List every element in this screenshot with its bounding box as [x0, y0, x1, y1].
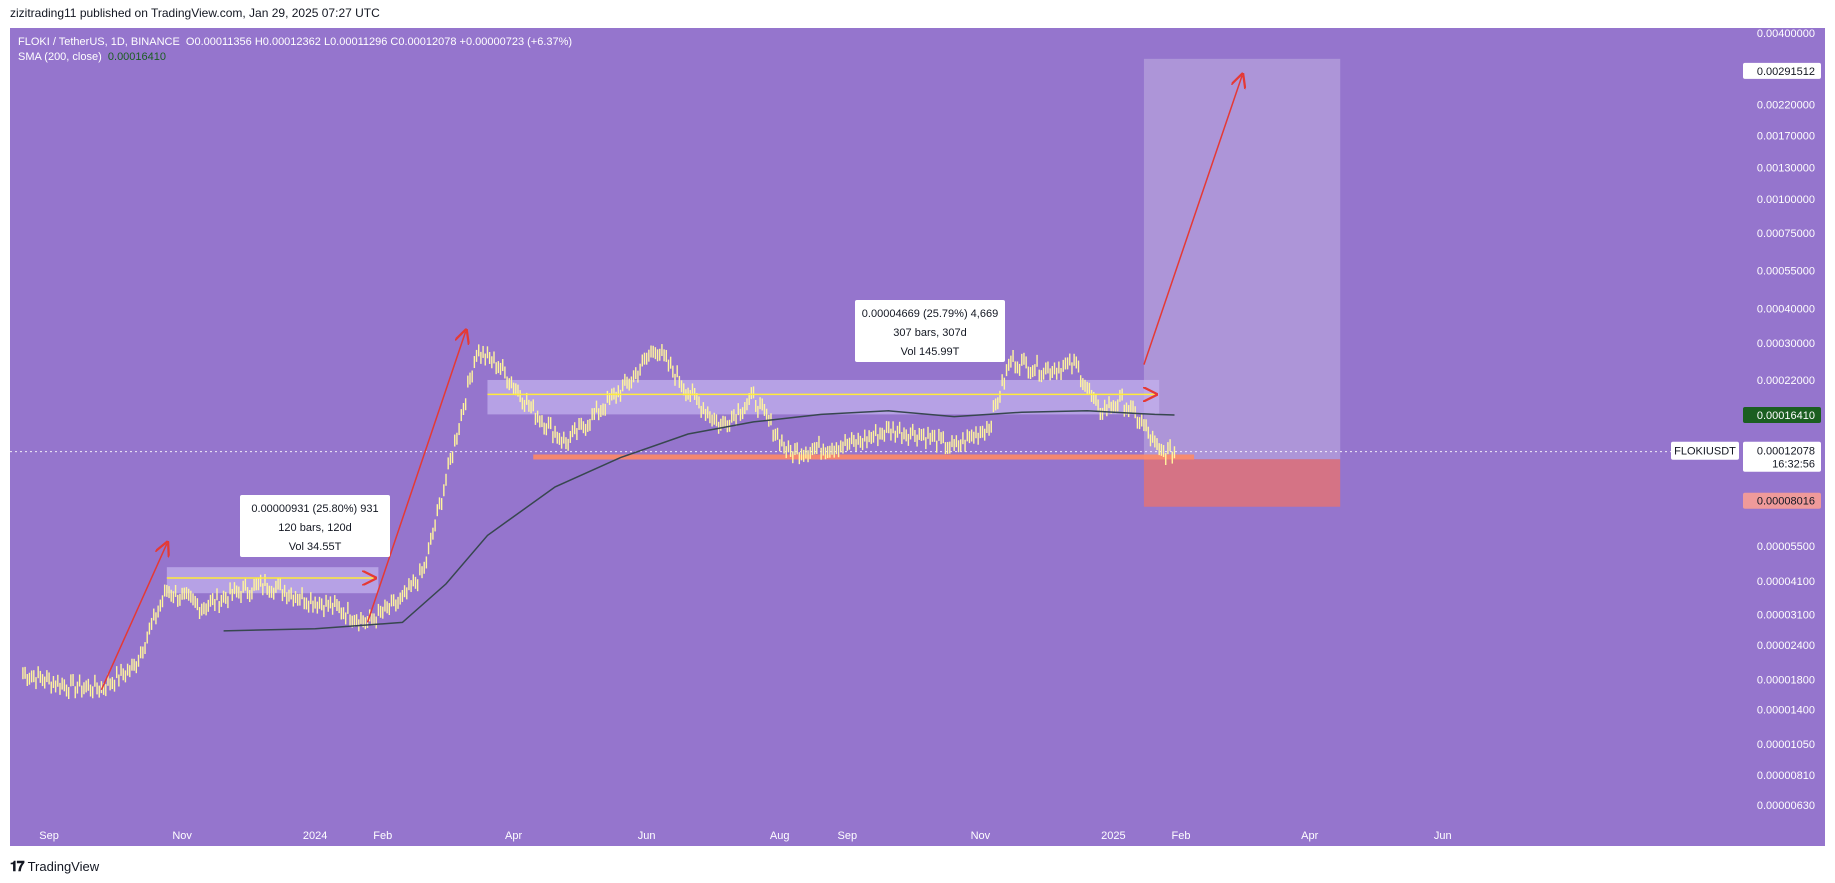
published-header: zizitrading11 published on TradingView.c… [10, 6, 380, 20]
y-tick-label: 0.00000630 [1757, 800, 1815, 812]
symbol-tag-bg [1671, 441, 1739, 460]
y-tick-label: 0.00220000 [1757, 100, 1815, 112]
current-price-bg [1743, 441, 1821, 472]
sma-line [223, 410, 1175, 632]
callout-text: 0.00000931 (25.80%) 931 [251, 503, 378, 515]
red-arrow-3 [1143, 76, 1242, 365]
callout-text: 0.00004669 (25.79%) 4,669 [862, 308, 998, 320]
stop-zone [1143, 459, 1341, 507]
y-tick-label: 0.00005500 [1757, 541, 1815, 553]
x-tick-label: Apr [505, 830, 522, 842]
countdown-text: 16:32:56 [1772, 459, 1815, 471]
target-zone [1143, 58, 1341, 460]
y-tick-label: 0.00004100 [1757, 576, 1815, 588]
candles-layer [22, 344, 1176, 700]
x-axis[interactable]: Sep Nov 2024 Feb Apr Jun Aug Sep Nov 2025 Feb Apr Ju… [39, 830, 1451, 842]
callout-box [240, 495, 390, 557]
y-tick-label: 0.00030000 [1757, 338, 1815, 350]
y-tick-label: 0.00040000 [1757, 303, 1815, 315]
y-axis[interactable]: 0.00400000 0.00220000 0.00170000 0.00130000… [1742, 28, 1825, 846]
sma-price-tag: 0.00016410 [1743, 407, 1821, 424]
callout-text: 307 bars, 307d [893, 327, 966, 339]
stop-price-tag-bg [1743, 492, 1821, 509]
y-tick-label: 0.00100000 [1757, 194, 1815, 206]
sma-price-tag-bg [1743, 407, 1821, 424]
sma-price-tag-text: 0.00016410 [1757, 410, 1815, 422]
x-tick-label: Jun [1434, 830, 1452, 842]
y-tick-label: 0.00001400 [1757, 704, 1815, 716]
red-arrow-2 [366, 331, 465, 623]
x-tick-label: Jun [638, 830, 656, 842]
y-tick-label: 0.00170000 [1757, 130, 1815, 142]
x-tick-label: 2025 [1101, 830, 1125, 842]
ohlc-values: O0.00011356 H0.00012362 L0.00011296 C0.0… [185, 36, 573, 48]
drawings-layer: 0.00000931 (25.80%) 931 120 bars, 120d Vol… [100, 76, 1242, 691]
callout-box [855, 300, 1005, 362]
y-tick-label: 0.00001800 [1757, 674, 1815, 686]
current-price-text: 0.00012078 [1757, 446, 1815, 458]
target-price-tag-text: 0.00291512 [1757, 66, 1815, 78]
x-tick-label: Sep [39, 830, 59, 842]
range-box-1 [166, 567, 379, 594]
red-arrow-1 [100, 544, 166, 691]
y-axis-bg [1742, 28, 1825, 846]
stop-price-tag-text: 0.00008016 [1757, 496, 1815, 508]
y-tick-label: 0.00400000 [1757, 28, 1815, 40]
chart-legend: FLOKI / TetherUS, 1D, BINANCE O0.0001135… [18, 35, 572, 65]
y-tick-label: 0.00130000 [1757, 162, 1815, 174]
callout-text: 120 bars, 120d [278, 522, 351, 534]
callout-text: Vol 34.55T [289, 541, 342, 553]
tradingview-logo[interactable]: 𝟏𝟕 TradingView [10, 858, 99, 875]
target-price-tag: 0.00291512 [1743, 62, 1821, 79]
zones-layer [10, 58, 1740, 594]
y-tick-label: 0.00003100 [1757, 609, 1815, 621]
x-tick-label: Feb [1172, 830, 1191, 842]
stop-price-tag: 0.00008016 [1743, 492, 1821, 509]
x-tick-label: Aug [770, 830, 790, 842]
range-box-2 [487, 379, 1160, 415]
x-tick-label: Nov [172, 830, 192, 842]
x-tick-label: 2024 [303, 830, 327, 842]
sma-value: 0.00016410 [107, 51, 167, 63]
symbol-label[interactable]: FLOKI / TetherUS, 1D, BINANCE [18, 36, 180, 48]
symbol-tag-text: FLOKIUSDT [1674, 446, 1736, 458]
x-tick-label: Sep [838, 830, 858, 842]
y-tick-label: 0.00000810 [1757, 770, 1815, 782]
y-tick-label: 0.00001050 [1757, 739, 1815, 751]
x-tick-label: Nov [971, 830, 991, 842]
y-tick-label: 0.00075000 [1757, 228, 1815, 240]
sma-label[interactable]: SMA (200, close) [18, 51, 102, 63]
x-tick-label: Apr [1301, 830, 1318, 842]
sma-layer [223, 410, 1175, 632]
tradingview-logo-icon: 𝟏𝟕 [10, 858, 25, 874]
support-band [533, 454, 1195, 460]
y-tick-label: 0.00022000 [1757, 375, 1815, 387]
measure-callout-2: 0.00004669 (25.79%) 4,669 307 bars, 307d V… [855, 300, 1005, 362]
measure-callout-1: 0.00000931 (25.80%) 931 120 bars, 120d Vol… [240, 495, 390, 557]
x-tick-label: Feb [373, 830, 392, 842]
brand-label: TradingView [27, 859, 100, 874]
y-tick-label: 0.00002400 [1757, 640, 1815, 652]
callout-text: Vol 145.99T [901, 346, 960, 358]
y-tick-label: 0.00055000 [1757, 265, 1815, 277]
target-price-tag-bg [1743, 62, 1821, 79]
price-tags: 0.002915120.000164100.000113410.00008016… [1671, 62, 1821, 509]
